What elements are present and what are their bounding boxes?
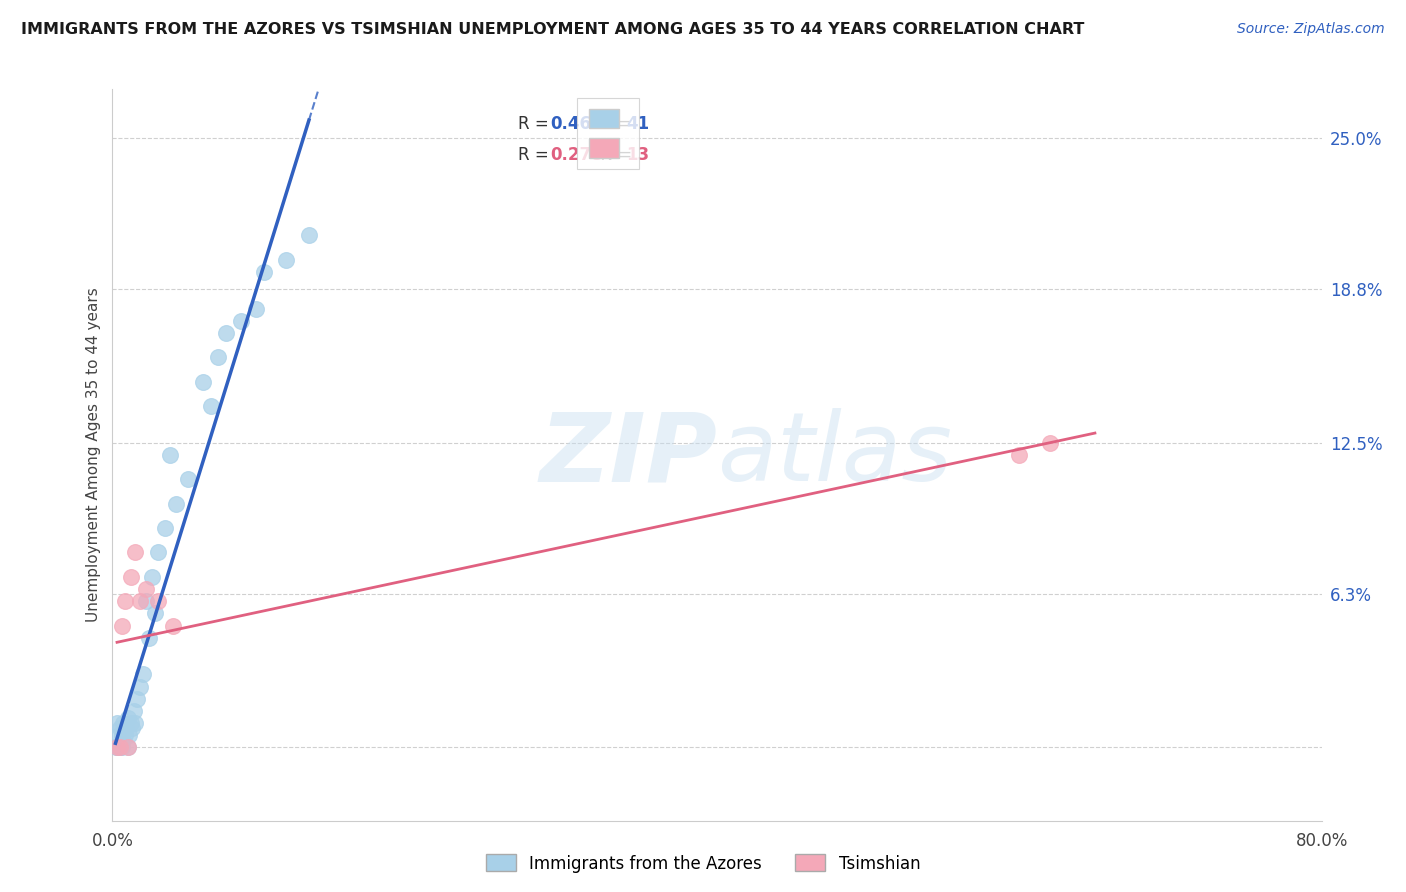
- Point: [141, 570, 163, 584]
- Point: [110, 728, 132, 742]
- Point: [146, 545, 169, 559]
- Point: [117, 740, 139, 755]
- Point: [104, 740, 127, 755]
- Point: [121, 721, 143, 735]
- Point: [115, 721, 138, 735]
- Point: [1008, 448, 1031, 462]
- Point: [135, 582, 157, 596]
- Text: 0.278: 0.278: [550, 146, 603, 164]
- Point: [107, 740, 129, 755]
- Legend: Immigrants from the Azores, Tsimshian: Immigrants from the Azores, Tsimshian: [479, 847, 927, 880]
- Point: [120, 716, 142, 731]
- Text: atlas: atlas: [717, 409, 952, 501]
- Point: [114, 594, 136, 608]
- Point: [112, 716, 135, 731]
- Point: [108, 740, 131, 755]
- Point: [128, 594, 150, 608]
- Point: [215, 326, 238, 340]
- Y-axis label: Unemployment Among Ages 35 to 44 years: Unemployment Among Ages 35 to 44 years: [86, 287, 101, 623]
- Point: [105, 740, 128, 755]
- Point: [107, 728, 129, 742]
- Point: [200, 399, 222, 413]
- Point: [124, 545, 146, 559]
- Point: [253, 265, 276, 279]
- Point: [124, 716, 146, 731]
- Point: [229, 314, 252, 328]
- Text: 0.461: 0.461: [550, 115, 603, 133]
- Point: [110, 618, 132, 632]
- Point: [118, 728, 141, 742]
- Point: [177, 472, 200, 486]
- Point: [191, 375, 214, 389]
- Text: N =: N =: [591, 146, 637, 164]
- Point: [122, 704, 145, 718]
- Point: [135, 594, 157, 608]
- Point: [146, 594, 169, 608]
- Point: [138, 631, 160, 645]
- Point: [105, 740, 128, 755]
- Point: [105, 716, 128, 731]
- Text: IMMIGRANTS FROM THE AZORES VS TSIMSHIAN UNEMPLOYMENT AMONG AGES 35 TO 44 YEARS C: IMMIGRANTS FROM THE AZORES VS TSIMSHIAN …: [21, 22, 1084, 37]
- Point: [114, 728, 136, 742]
- Text: R =: R =: [517, 146, 554, 164]
- Text: N =: N =: [591, 115, 637, 133]
- Point: [108, 740, 131, 755]
- Point: [298, 228, 321, 243]
- Point: [117, 711, 139, 725]
- Point: [276, 252, 298, 267]
- Point: [159, 448, 181, 462]
- Point: [155, 521, 177, 535]
- Legend: , : ,: [578, 97, 640, 169]
- Point: [165, 497, 187, 511]
- Text: ZIP: ZIP: [538, 409, 717, 501]
- Point: [1038, 435, 1062, 450]
- Point: [143, 607, 166, 621]
- Text: 13: 13: [626, 146, 650, 164]
- Point: [132, 667, 155, 681]
- Point: [120, 570, 142, 584]
- Text: R =: R =: [517, 115, 554, 133]
- Text: Source: ZipAtlas.com: Source: ZipAtlas.com: [1237, 22, 1385, 37]
- Point: [112, 733, 135, 747]
- Point: [117, 740, 139, 755]
- Point: [207, 351, 229, 365]
- Point: [108, 721, 131, 735]
- Text: 41: 41: [626, 115, 650, 133]
- Point: [162, 618, 184, 632]
- Point: [128, 680, 150, 694]
- Point: [110, 740, 132, 755]
- Point: [125, 691, 148, 706]
- Point: [245, 301, 267, 316]
